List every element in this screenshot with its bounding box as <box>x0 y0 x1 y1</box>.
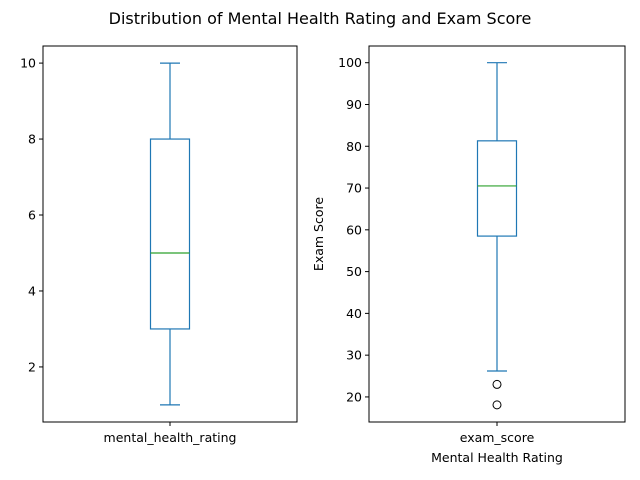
subplot-mental-health-rating: 2 4 6 8 10 mental_health_rating <box>20 45 298 445</box>
y-tick-label: 60 <box>346 222 362 237</box>
y-tick-label: 30 <box>346 348 362 363</box>
y-tick-label: 100 <box>338 55 362 70</box>
y-tick-label: 2 <box>28 359 36 374</box>
x-tick-label: mental_health_rating <box>104 430 237 445</box>
x-tick-label: exam_score <box>460 430 535 445</box>
y-tick-label: 4 <box>28 283 36 298</box>
iqr-box <box>149 138 191 330</box>
iqr-box <box>476 140 518 237</box>
y-tick-label: 10 <box>20 56 36 71</box>
chart-title: Distribution of Mental Health Rating and… <box>109 9 532 28</box>
y-tick-label: 8 <box>28 132 36 147</box>
y-tick-label: 40 <box>346 306 362 321</box>
y-tick-label: 90 <box>346 97 362 112</box>
y-tick-label: 20 <box>346 389 362 404</box>
y-tick-label: 6 <box>28 208 36 223</box>
y-tick-label: 80 <box>346 139 362 154</box>
x-axis-label: Mental Health Rating <box>431 450 563 465</box>
y-axis-label: Exam Score <box>311 197 326 271</box>
outlier-point <box>492 400 502 410</box>
y-tick-label: 50 <box>346 264 362 279</box>
outlier-point <box>492 379 502 389</box>
subplot-exam-score: 20 30 40 50 60 70 80 90 100 exam_score Exam Score M… <box>311 45 626 465</box>
y-tick-label: 70 <box>346 181 362 196</box>
